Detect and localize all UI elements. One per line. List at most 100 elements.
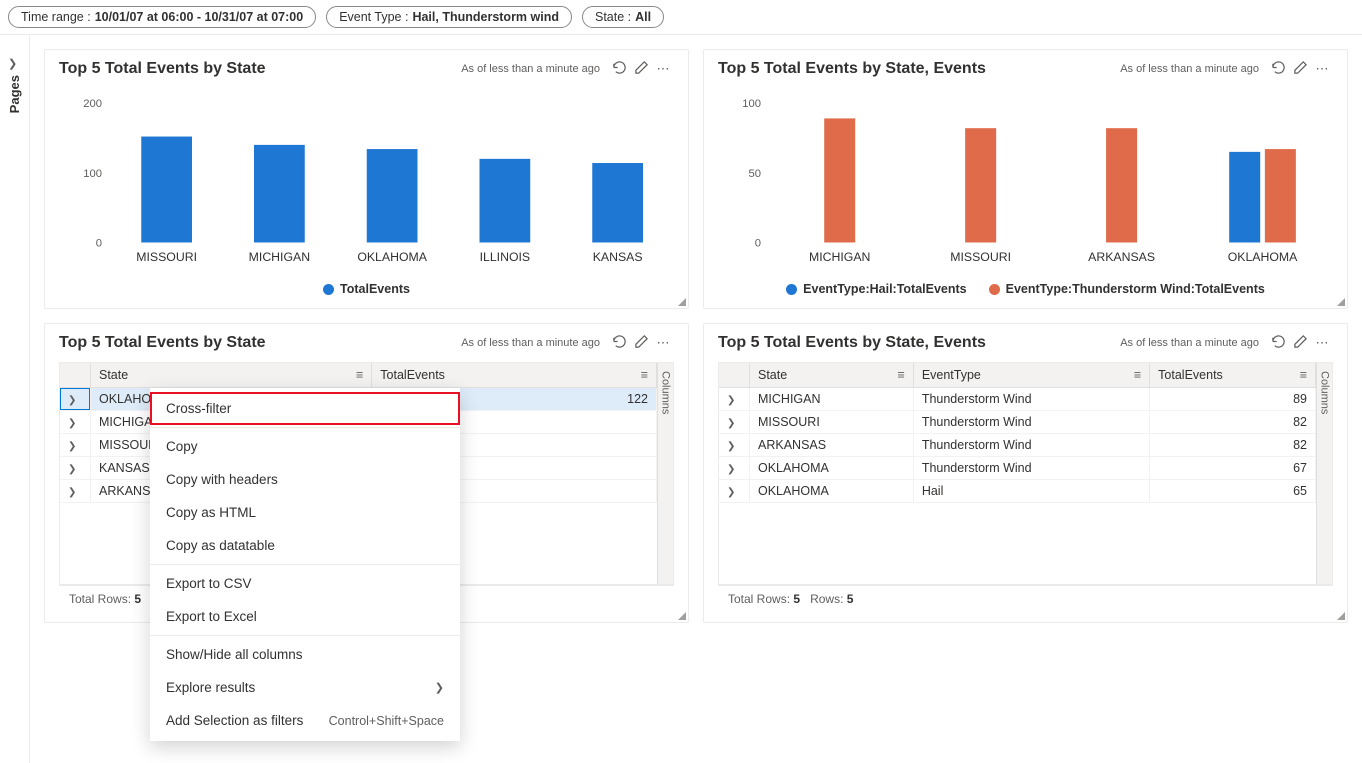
refresh-icon[interactable]: [608, 334, 630, 352]
tile-title: Top 5 Total Events by State, Events: [718, 334, 1120, 352]
svg-text:200: 200: [83, 98, 102, 110]
refresh-icon[interactable]: [1267, 334, 1289, 352]
table-row[interactable]: ❯MICHIGANThunderstorm Wind89: [719, 388, 1316, 411]
svg-text:0: 0: [96, 238, 102, 250]
column-header[interactable]: TotalEvents≡: [1150, 363, 1316, 388]
svg-text:MISSOURI: MISSOURI: [136, 250, 197, 264]
svg-text:ARKANSAS: ARKANSAS: [1088, 250, 1155, 264]
chart-legend: EventType:Hail:TotalEvents EventType:Thun…: [718, 276, 1333, 298]
expand-icon[interactable]: ❯: [68, 441, 82, 452]
table-row[interactable]: ❯ARKANSASThunderstorm Wind82: [719, 434, 1316, 457]
table-row[interactable]: ❯OKLAHOMAHail65: [719, 480, 1316, 503]
expand-icon[interactable]: ❯: [727, 464, 741, 475]
column-menu-icon[interactable]: ≡: [898, 368, 905, 382]
edit-icon[interactable]: [1289, 60, 1311, 78]
expand-icon[interactable]: ❯: [727, 418, 741, 429]
data-table[interactable]: State≡EventType≡TotalEvents≡ ❯MICHIGANTh…: [719, 363, 1316, 503]
refresh-icon[interactable]: [1267, 60, 1289, 78]
tile-title: Top 5 Total Events by State: [59, 334, 461, 352]
filter-value: All: [635, 10, 651, 24]
more-icon[interactable]: ⋯: [1311, 61, 1333, 77]
menu-item[interactable]: Show/Hide all columns: [150, 638, 460, 671]
table-row[interactable]: ❯MISSOURIThunderstorm Wind82: [719, 411, 1316, 434]
svg-text:0: 0: [755, 238, 761, 250]
edit-icon[interactable]: [630, 334, 652, 352]
svg-text:KANSAS: KANSAS: [593, 250, 643, 264]
menu-item[interactable]: Cross-filter: [150, 392, 460, 425]
legend-item[interactable]: EventType:Thunderstorm Wind:TotalEvents: [989, 282, 1265, 296]
svg-text:ILLINOIS: ILLINOIS: [480, 250, 531, 264]
menu-item[interactable]: Copy with headers: [150, 463, 460, 496]
tile-timestamp: As of less than a minute ago: [461, 337, 600, 349]
filter-label: State :: [595, 10, 631, 24]
tile-title: Top 5 Total Events by State, Events: [718, 60, 1120, 78]
tile-timestamp: As of less than a minute ago: [461, 63, 600, 75]
tile-timestamp: As of less than a minute ago: [1120, 337, 1259, 349]
expand-icon[interactable]: ❯: [68, 395, 82, 406]
column-header[interactable]: TotalEvents≡: [372, 363, 657, 388]
expand-icon[interactable]: ❯: [68, 418, 82, 429]
tile-chart-top5-state: Top 5 Total Events by State As of less t…: [44, 49, 689, 309]
legend-item[interactable]: EventType:Hail:TotalEvents: [786, 282, 966, 296]
column-menu-icon[interactable]: ≡: [356, 368, 363, 382]
filter-value: Hail, Thunderstorm wind: [412, 10, 559, 24]
edit-icon[interactable]: [1289, 334, 1311, 352]
resize-handle[interactable]: [1335, 610, 1345, 620]
svg-text:MISSOURI: MISSOURI: [950, 250, 1011, 264]
resize-handle[interactable]: [676, 610, 686, 620]
menu-item[interactable]: Export to CSV: [150, 567, 460, 600]
column-header[interactable]: State≡: [91, 363, 372, 388]
columns-panel-toggle[interactable]: Columns: [1316, 363, 1332, 584]
menu-item[interactable]: Copy: [150, 430, 460, 463]
filter-event-type[interactable]: Event Type : Hail, Thunderstorm wind: [326, 6, 572, 28]
svg-text:OKLAHOMA: OKLAHOMA: [357, 250, 427, 264]
menu-item[interactable]: Explore results❯: [150, 671, 460, 704]
expand-icon[interactable]: ❯: [68, 487, 82, 498]
menu-item[interactable]: Add Selection as filtersControl+Shift+Sp…: [150, 704, 460, 737]
tile-timestamp: As of less than a minute ago: [1120, 63, 1259, 75]
edit-icon[interactable]: [630, 60, 652, 78]
legend-item[interactable]: TotalEvents: [323, 282, 410, 296]
svg-text:50: 50: [749, 168, 762, 180]
more-icon[interactable]: ⋯: [652, 335, 674, 351]
expand-icon[interactable]: ❯: [727, 395, 741, 406]
menu-item[interactable]: Copy as HTML: [150, 496, 460, 529]
chart-legend: TotalEvents: [59, 276, 674, 298]
column-header[interactable]: EventType≡: [913, 363, 1149, 388]
resize-handle[interactable]: [1335, 296, 1345, 306]
column-menu-icon[interactable]: ≡: [1300, 368, 1307, 382]
menu-item[interactable]: Copy as datatable: [150, 529, 460, 562]
column-menu-icon[interactable]: ≡: [1134, 368, 1141, 382]
table-footer: Total Rows: 5 Rows: 5: [718, 585, 1333, 612]
pages-panel-collapsed[interactable]: ❯ Pages: [0, 35, 30, 763]
context-menu: Cross-filterCopyCopy with headersCopy as…: [150, 388, 460, 741]
filter-label: Time range :: [21, 10, 91, 24]
menu-item[interactable]: Export to Excel: [150, 600, 460, 633]
chevron-right-icon: ❯: [8, 57, 17, 70]
bar-chart: 0 100 200 MISSOURI MICHIGAN OKLAHOMA ILLINOIS K…: [59, 88, 674, 276]
svg-text:100: 100: [83, 168, 102, 180]
more-icon[interactable]: ⋯: [652, 61, 674, 77]
column-menu-icon[interactable]: ≡: [641, 368, 648, 382]
expand-icon[interactable]: ❯: [727, 441, 741, 452]
filter-value: 10/01/07 at 06:00 - 10/31/07 at 07:00: [95, 10, 303, 24]
filter-state[interactable]: State : All: [582, 6, 664, 28]
tile-chart-top5-state-events: Top 5 Total Events by State, Events As o…: [703, 49, 1348, 309]
expand-icon[interactable]: ❯: [727, 487, 741, 498]
svg-text:MICHIGAN: MICHIGAN: [249, 250, 310, 264]
columns-panel-toggle[interactable]: Columns: [657, 363, 673, 584]
tile-title: Top 5 Total Events by State: [59, 60, 461, 78]
resize-handle[interactable]: [676, 296, 686, 306]
column-header[interactable]: State≡: [750, 363, 914, 388]
filter-time[interactable]: Time range : 10/01/07 at 06:00 - 10/31/0…: [8, 6, 316, 28]
pages-label: Pages: [7, 75, 22, 113]
expand-icon[interactable]: ❯: [68, 464, 82, 475]
tile-table-top5-state-events: Top 5 Total Events by State, Events As o…: [703, 323, 1348, 623]
table-row[interactable]: ❯OKLAHOMAThunderstorm Wind67: [719, 457, 1316, 480]
more-icon[interactable]: ⋯: [1311, 335, 1333, 351]
svg-text:100: 100: [742, 98, 761, 110]
filter-bar: Time range : 10/01/07 at 06:00 - 10/31/0…: [0, 0, 1362, 35]
refresh-icon[interactable]: [608, 60, 630, 78]
svg-text:OKLAHOMA: OKLAHOMA: [1228, 250, 1298, 264]
filter-label: Event Type :: [339, 10, 408, 24]
